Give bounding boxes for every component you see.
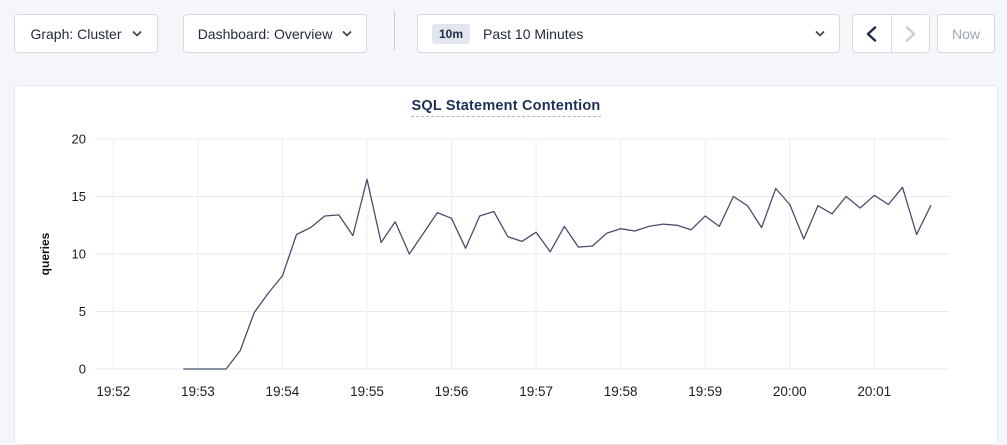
dashboard-selector-dropdown[interactable]: Dashboard: Overview xyxy=(183,14,367,53)
time-range-label: Past 10 Minutes xyxy=(483,25,584,42)
x-tick-label: 19:59 xyxy=(688,384,722,399)
graph-selector-dropdown[interactable]: Graph: Cluster xyxy=(14,14,158,53)
y-axis-title: queries xyxy=(38,232,52,275)
time-range-selector[interactable]: 10m Past 10 Minutes xyxy=(417,14,840,53)
chevron-left-icon xyxy=(867,25,877,42)
now-button-label: Now xyxy=(951,25,980,42)
x-tick-label: 19:53 xyxy=(181,384,215,399)
x-tick-label: 19:57 xyxy=(519,384,553,399)
chevron-right-icon xyxy=(905,25,915,42)
dashboard-selector-label: Dashboard: Overview xyxy=(197,25,333,42)
next-time-button[interactable] xyxy=(890,15,930,52)
chart-panel: 0 5 10 15 20 19:52 19:53 19:54 19:55 19:56 19:57 19… xyxy=(14,85,998,445)
chart-plot-area[interactable]: 0 5 10 15 20 19:52 19:53 19:54 19:55 19:56 19:57 19… xyxy=(15,86,997,444)
y-tick-label: 5 xyxy=(79,304,86,319)
x-tick-label: 20:01 xyxy=(857,384,891,399)
x-tick-label: 19:55 xyxy=(350,384,384,399)
time-range-badge: 10m xyxy=(432,23,471,44)
x-tick-label: 20:00 xyxy=(773,384,807,399)
toolbar-divider xyxy=(394,11,395,50)
y-tick-label: 10 xyxy=(72,247,86,262)
x-tick-label: 19:52 xyxy=(96,384,130,399)
chart-title-row: SQL Statement Contention xyxy=(15,86,997,117)
chart-title[interactable]: SQL Statement Contention xyxy=(411,98,601,117)
graph-selector-label: Graph: Cluster xyxy=(30,25,122,42)
x-tick-label: 19:56 xyxy=(435,384,469,399)
now-button[interactable]: Now xyxy=(937,14,995,53)
y-tick-label: 0 xyxy=(79,362,86,377)
time-step-button-group xyxy=(852,14,930,53)
chevron-down-icon xyxy=(815,30,825,37)
chevron-down-icon xyxy=(131,30,142,37)
data-line-queries xyxy=(183,178,932,370)
x-tick-label: 19:58 xyxy=(604,384,638,399)
y-tick-label: 20 xyxy=(72,132,86,147)
y-tick-label: 15 xyxy=(72,189,86,204)
chevron-down-icon xyxy=(342,30,352,37)
x-tick-label: 19:54 xyxy=(266,384,300,399)
previous-time-button[interactable] xyxy=(853,15,891,52)
